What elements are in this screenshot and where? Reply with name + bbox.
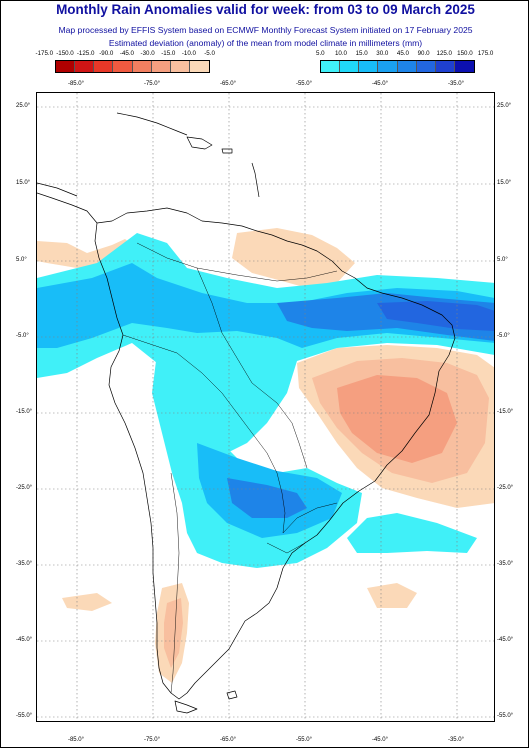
anomaly-fields [37,228,494,683]
border-southern-cone [266,502,338,554]
anomaly-dry-guianas [232,228,355,288]
map-title: Monthly Rain Anomalies valid for week: f… [56,2,475,17]
lat-tick-right: -15.0° [497,409,514,415]
legend-positive-colorbar [320,60,475,73]
legend-negative-label: -175.0 [35,50,54,57]
legend-positive-labels: 5.0 10.0 15.0 30.0 45.0 90.0 125.0 150.0 175.0 [310,50,496,60]
legend-positive-swatch [359,61,379,72]
lat-tick-right: -5.0° [497,333,510,339]
lon-tick-bottom: -65.0° [219,737,237,743]
lon-tick-top: -85.0° [67,81,85,87]
anomaly-map [36,92,495,722]
legend-positive-label: 30.0 [376,50,389,57]
legend-negative-swatch [75,61,95,72]
lon-tick-top: -75.0° [143,81,161,87]
legend-positive-label: 150.0 [457,50,473,57]
legend-negative-colorbar [55,60,210,73]
lat-tick-right: -25.0° [497,485,514,491]
anomaly-dry-patagonia-core [164,598,183,668]
border-chile-argentina [170,472,180,694]
lat-tick-left: -15.0° [16,409,33,415]
legend-positive-label: 5.0 [316,50,325,57]
legend-positive-label: 10.0 [334,50,347,57]
coastline-puerto-rico [221,148,233,154]
anomaly-wet-chaco-core [227,478,307,518]
coastline-cuba [116,112,188,136]
map-canvas [37,93,494,721]
lat-tick-right: -35.0° [497,561,514,567]
map-subtitle-processing: Map processed by EFFIS System based on E… [58,25,473,35]
coastline-hispaniola [186,136,213,150]
legend-negative-swatch [151,61,171,72]
legend-positive-swatch [416,61,436,72]
lat-tick-left: -5.0° [16,333,29,339]
lat-tick-right: 25.0° [497,103,512,109]
legend-negative-label: -5.0 [204,50,215,57]
legend-positive-label: 125.0 [436,50,452,57]
lon-tick-bottom: -45.0° [371,737,389,743]
coastlines [37,112,456,714]
lon-tick-bottom: -85.0° [67,737,85,743]
coastline-lesser-antilles [251,162,260,198]
borders [122,242,338,694]
lat-tick-right: 15.0° [497,180,512,186]
lat-tick-left: 15.0° [16,180,31,186]
lat-tick-right: -45.0° [497,637,514,643]
lon-tick-top: -65.0° [219,81,237,87]
legend-negative-label: -30.0 [140,50,155,57]
anomaly-dry-atlantic-south [367,583,417,608]
lat-tick-left: 5.0° [16,257,27,263]
legend-negative-label: -90.0 [99,50,114,57]
lat-tick-right: -55.0° [497,713,514,719]
legend-negative-label: -45.0 [119,50,134,57]
lat-tick-right: 5.0° [497,257,508,263]
anomaly-dry-pacific-north [62,593,112,611]
legend-negative-swatch [56,61,76,72]
lon-tick-top: -45.0° [371,81,389,87]
legend-negative-swatch [113,61,133,72]
legend-positive-swatch [435,61,455,72]
lat-tick-left: -25.0° [16,485,33,491]
coastline-south-america [94,207,456,700]
lat-tick-left: -35.0° [16,561,33,567]
legend-positive-label: 15.0 [355,50,368,57]
legend-positive-swatch [378,61,398,72]
lon-tick-top: -55.0° [295,81,313,87]
legend-positive-label: 45.0 [396,50,409,57]
lat-tick-left: -55.0° [16,713,33,719]
anomaly-wet-amazon-inner [377,301,494,331]
legend-negative-label: -15.0 [161,50,176,57]
anomaly-wet-south-atlantic [347,513,477,553]
lat-tick-left: 25.0° [16,103,31,109]
legend-positive-swatch [321,61,341,72]
legend-negative-swatch [189,61,209,72]
coastline-falklands [226,690,238,700]
graticule [37,93,494,721]
legend-positive-swatch [397,61,417,72]
lon-tick-bottom: -35.0° [447,737,465,743]
border-north [136,242,338,282]
legend-negative-swatch [170,61,190,72]
map-subtitle-units: Estimated deviation (anomaly) of the mea… [108,38,423,48]
legend-positive-label: 90.0 [417,50,430,57]
legend-positive-label: 175.0 [477,50,494,57]
lon-tick-bottom: -75.0° [143,737,161,743]
legend-positive-swatch [340,61,360,72]
coastline-tierra-del-fuego [174,700,198,714]
legend-negative-label: -10.0 [181,50,196,57]
anomaly-dry-brazil-east-inner [337,375,457,463]
legend-negative-swatch [94,61,114,72]
border-andes [122,334,286,534]
legend-positive-swatch [454,61,474,72]
lat-tick-left: -45.0° [16,637,33,643]
legend-negative-labels: -175.0 -150.0 -125.0 -90.0 -45.0 -30.0 -15.0 -1… [34,50,220,60]
legend-negative-label: -125.0 [76,50,95,57]
lon-tick-top: -35.0° [447,81,465,87]
border-brazil-west [196,267,308,469]
legend-negative-swatch [132,61,152,72]
coastline-central-america [37,182,98,224]
lon-tick-bottom: -55.0° [295,737,313,743]
legend-negative-label: -150.0 [56,50,74,57]
